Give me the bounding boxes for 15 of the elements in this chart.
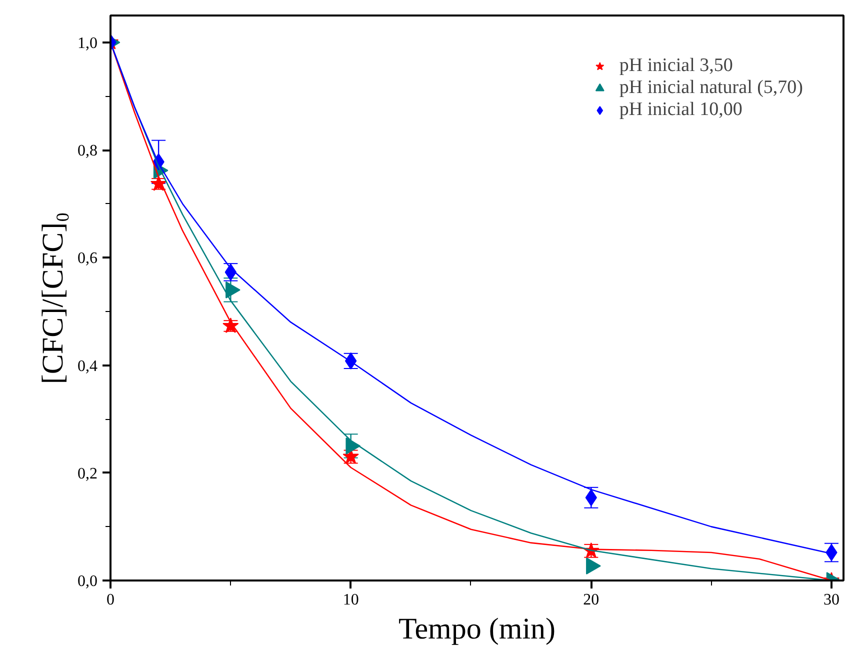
- legend-label: pH inicial 3,50: [619, 55, 733, 77]
- y-tick-label: 1,0: [78, 34, 98, 52]
- x-axis-title: Tempo (min): [398, 612, 556, 646]
- x-tick-label: 10: [342, 592, 359, 608]
- y-tick-label: 0,6: [78, 250, 98, 268]
- y-axis-title: [CFC]/[CFC]₀: [36, 212, 70, 384]
- y-tick-label: 0,4: [78, 358, 98, 375]
- y-tick-label: 0,8: [78, 142, 98, 160]
- legend-label: pH inicial natural (5,70): [619, 77, 803, 99]
- x-tick-label: 20: [583, 592, 600, 608]
- x-tick-label: 0: [106, 592, 114, 608]
- y-tick-label: 0,0: [78, 573, 98, 590]
- x-tick-label: 30: [823, 592, 840, 608]
- legend-label: pH inicial 10,00: [619, 99, 742, 121]
- y-tick-label: 0,2: [78, 465, 98, 482]
